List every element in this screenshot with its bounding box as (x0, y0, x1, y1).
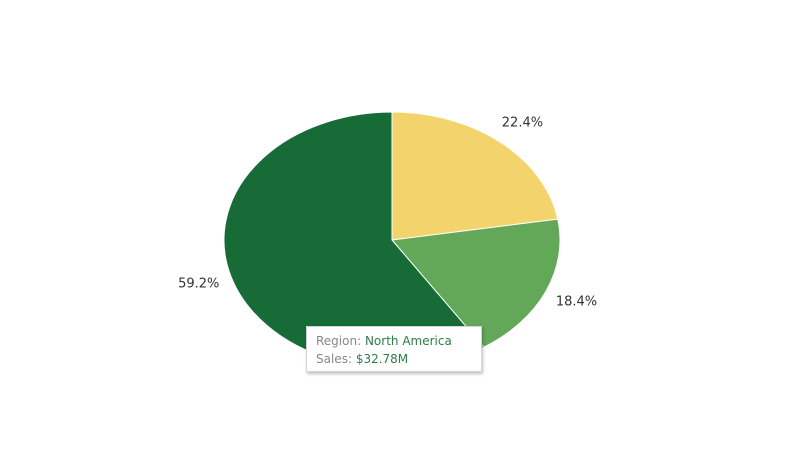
tooltip-row: Sales: $32.78M (316, 350, 472, 368)
tooltip-label: Region: (316, 334, 362, 348)
slice-label: 59.2% (178, 276, 219, 291)
pie-slice (391, 218, 561, 348)
tooltip-label: Sales: (316, 352, 352, 366)
tooltip: Region: North America Sales: $32.78M (306, 326, 482, 372)
tooltip-value: North America (364, 334, 452, 348)
slice-label: 22.4% (502, 115, 543, 130)
tooltip-row: Region: North America (316, 332, 472, 350)
tooltip-value: $32.78M (355, 352, 409, 366)
slice-label: 18.4% (556, 294, 597, 309)
pie-slice (391, 111, 559, 241)
